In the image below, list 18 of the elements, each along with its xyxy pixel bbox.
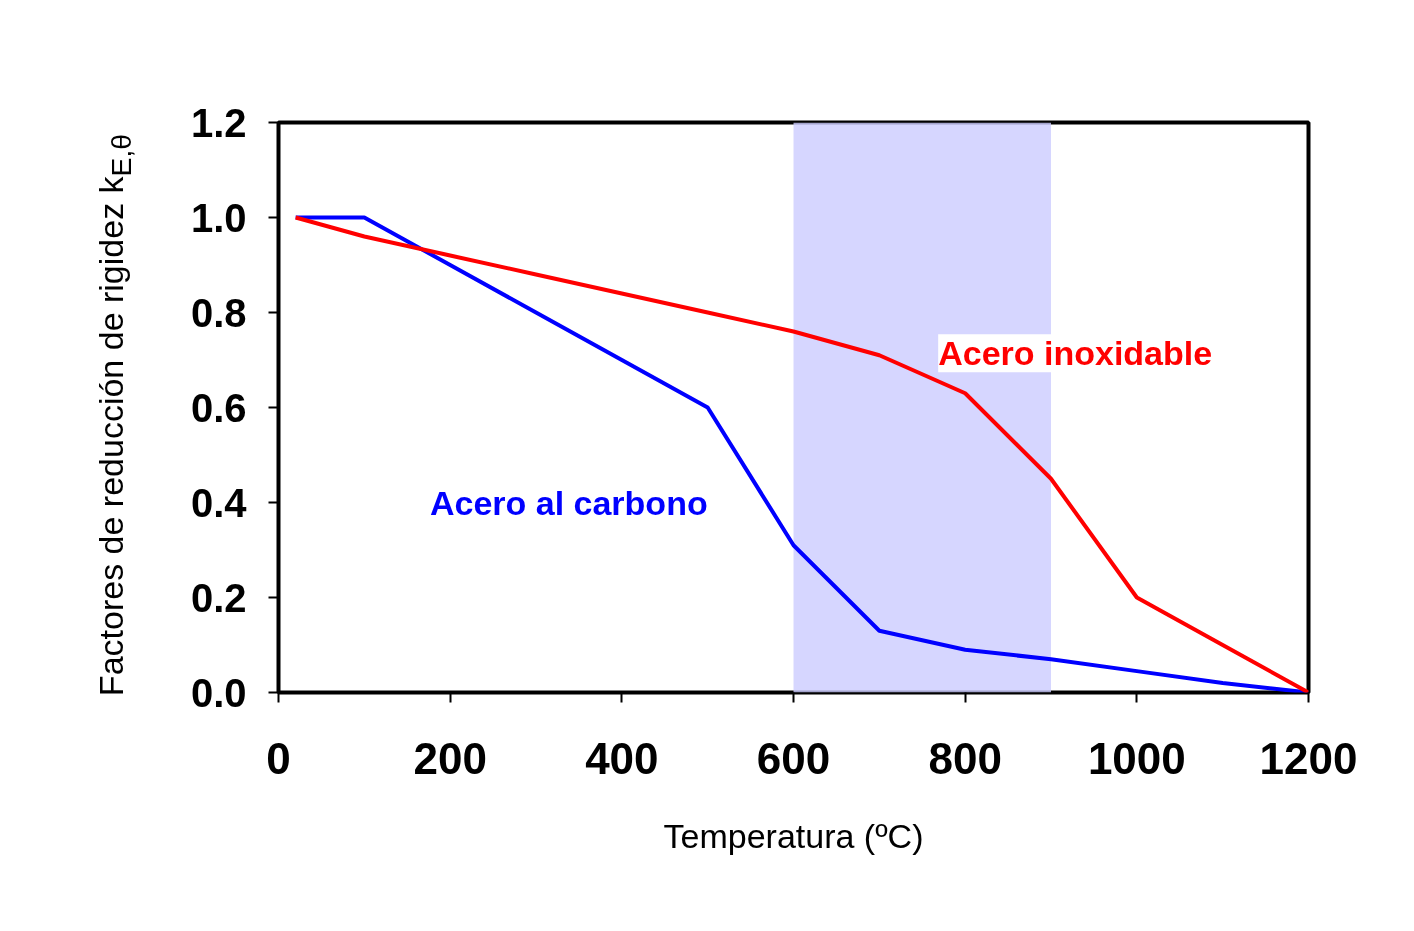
x-tick-label: 1000 — [1087, 733, 1186, 783]
x-tick-label: 200 — [413, 733, 487, 783]
y-tick-label: 0.8 — [190, 290, 247, 335]
y-tick-label: 1.2 — [190, 100, 247, 145]
y-tick-label: 0.4 — [190, 480, 248, 525]
x-tick-label: 600 — [756, 733, 831, 783]
x-tick-label: 0 — [266, 733, 291, 783]
y-tick-label: 0.0 — [190, 670, 247, 715]
series-label: Acero al carbono — [429, 483, 708, 522]
series-label: Acero inoxidable — [938, 334, 1213, 373]
x-tick-label: 800 — [928, 733, 1002, 783]
y-tick-label: 0.2 — [190, 575, 247, 620]
line-series — [293, 215, 1309, 693]
x-tick-label: 400 — [585, 733, 659, 783]
y-tick-label: 0.6 — [190, 385, 247, 430]
x-axis-title: Temperatura (ºC) — [663, 816, 924, 855]
x-tick-label: 1200 — [1259, 733, 1358, 783]
y-tick-label: 1.0 — [190, 195, 247, 240]
